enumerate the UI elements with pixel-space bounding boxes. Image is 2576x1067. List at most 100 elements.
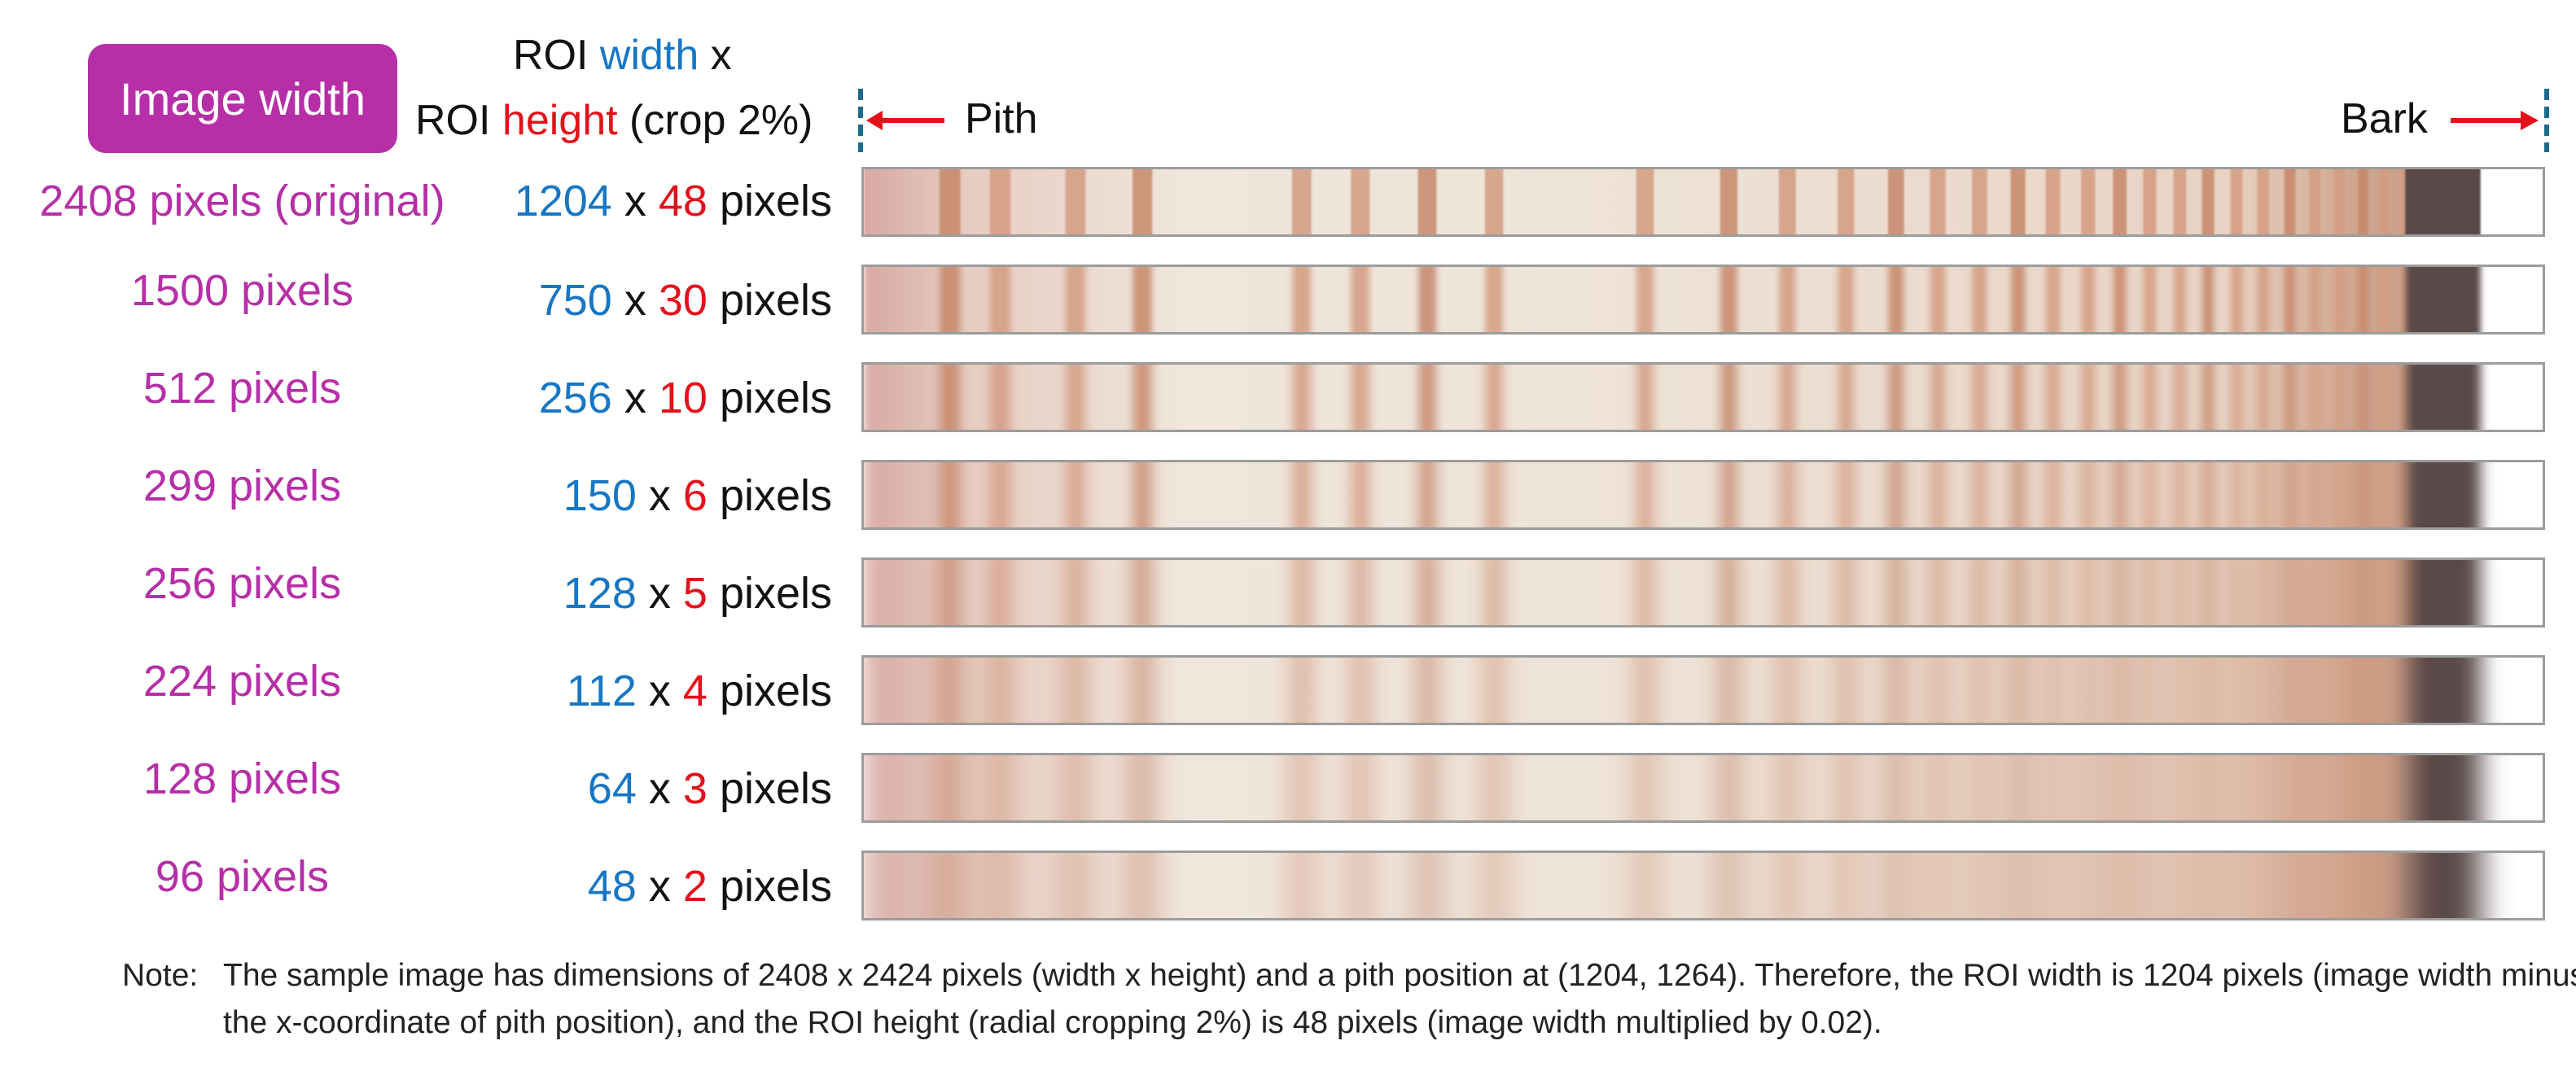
- growth-ring: [2284, 365, 2296, 430]
- bark-marker: [2451, 89, 2549, 152]
- growth-ring: [2380, 365, 2390, 430]
- growth-ring: [2081, 267, 2096, 332]
- growth-ring: [2010, 853, 2026, 918]
- growth-ring: [2081, 755, 2096, 820]
- growth-ring: [1351, 658, 1370, 723]
- growth-ring: [2257, 169, 2269, 234]
- note-text: The sample image has dimensions of 2408 …: [223, 958, 2576, 1040]
- growth-ring: [2399, 755, 2410, 820]
- roi-width-value: 48: [587, 862, 637, 911]
- growth-ring: [1351, 365, 1370, 430]
- roi-unit: pixels: [707, 471, 832, 520]
- note: Note: The sample image has dimensions of…: [122, 952, 2576, 1040]
- growth-ring: [2045, 462, 2061, 527]
- wood-base: [864, 853, 2468, 918]
- growth-ring: [2309, 853, 2320, 918]
- wood-ring-texture: [864, 267, 2481, 332]
- growth-ring: [2230, 462, 2243, 527]
- roi-unit: pixels: [707, 667, 832, 715]
- image-width-badge-label: Image width: [120, 72, 366, 125]
- growth-ring: [2113, 462, 2127, 527]
- roi-unit: pixels: [707, 764, 832, 813]
- growth-ring: [2309, 169, 2320, 234]
- growth-ring: [2173, 853, 2187, 918]
- growth-ring: [2143, 267, 2157, 332]
- growth-ring: [989, 365, 1011, 430]
- growth-ring: [2358, 560, 2368, 625]
- growth-ring: [1484, 169, 1504, 234]
- growth-ring: [1636, 853, 1654, 918]
- growth-ring: [2143, 755, 2157, 820]
- growth-ring: [1720, 658, 1738, 723]
- roi-strip-7: [861, 753, 2545, 823]
- growth-ring: [2399, 462, 2410, 527]
- roi-width-value: 64: [587, 764, 637, 813]
- roi-size-label-5: 128 x 5 pixels: [456, 568, 832, 619]
- growth-ring: [2257, 267, 2269, 332]
- roi-strip-5: [861, 558, 2545, 628]
- roi-times: x: [636, 569, 683, 618]
- growth-ring: [1778, 560, 1796, 625]
- growth-ring: [2143, 658, 2157, 723]
- wood-base: [864, 755, 2468, 820]
- wood-base: [864, 365, 2468, 430]
- growth-ring: [2380, 169, 2390, 234]
- growth-ring: [1065, 462, 1086, 527]
- bark-band: [2404, 560, 2481, 625]
- growth-ring: [1417, 462, 1437, 527]
- growth-ring: [2113, 853, 2127, 918]
- growth-ring: [2399, 853, 2410, 918]
- growth-ring: [2230, 755, 2243, 820]
- growth-ring: [2358, 853, 2368, 918]
- roi-width-value: 112: [566, 667, 637, 715]
- growth-ring: [2309, 365, 2320, 430]
- growth-ring: [2173, 658, 2187, 723]
- roi-height-value: 30: [658, 276, 708, 325]
- growth-ring: [1887, 462, 1904, 527]
- growth-ring: [2201, 560, 2215, 625]
- growth-ring: [1778, 365, 1796, 430]
- growth-ring: [2230, 267, 2243, 332]
- growth-ring: [1132, 169, 1153, 234]
- growth-ring: [2309, 462, 2320, 527]
- roi-unit: pixels: [707, 374, 832, 422]
- growth-ring: [2201, 365, 2215, 430]
- growth-ring: [2113, 658, 2127, 723]
- growth-ring: [2284, 560, 2296, 625]
- roi-header-roi: ROI: [513, 32, 600, 79]
- growth-ring: [1720, 462, 1738, 527]
- image-width-label-3: 512 pixels: [142, 364, 342, 413]
- growth-ring: [939, 853, 961, 918]
- growth-ring: [1132, 658, 1153, 723]
- roi-times: x: [636, 764, 683, 813]
- growth-ring: [2334, 169, 2346, 234]
- bark-band: [2404, 658, 2481, 723]
- growth-ring: [1720, 560, 1738, 625]
- growth-ring: [2358, 462, 2368, 527]
- roi-size-label-3: 256 x 10 pixels: [456, 373, 832, 423]
- growth-ring: [2284, 755, 2296, 820]
- growth-ring: [2284, 658, 2296, 723]
- growth-ring: [2143, 462, 2157, 527]
- image-width-label-6: 224 pixels: [142, 657, 342, 706]
- growth-ring: [2045, 853, 2061, 918]
- roi-strip-1: [861, 167, 2545, 237]
- growth-ring: [2201, 462, 2215, 527]
- roi-height-value: 6: [682, 471, 708, 520]
- growth-ring: [2380, 462, 2390, 527]
- growth-ring: [1971, 462, 1987, 527]
- roi-height-value: 3: [682, 764, 708, 813]
- growth-ring: [1291, 853, 1312, 918]
- wood-ring-texture: [864, 365, 2481, 430]
- growth-ring: [1417, 560, 1437, 625]
- growth-ring: [2309, 560, 2320, 625]
- roi-size-label-8: 48 x 2 pixels: [456, 861, 832, 912]
- growth-ring: [1778, 658, 1796, 723]
- roi-width-value: 128: [563, 569, 637, 618]
- image-width-label-1: 2408 pixels (original): [39, 177, 445, 225]
- growth-ring: [2358, 169, 2368, 234]
- growth-ring: [1417, 267, 1437, 332]
- growth-ring: [2230, 853, 2243, 918]
- growth-ring: [989, 462, 1011, 527]
- growth-ring: [2334, 462, 2346, 527]
